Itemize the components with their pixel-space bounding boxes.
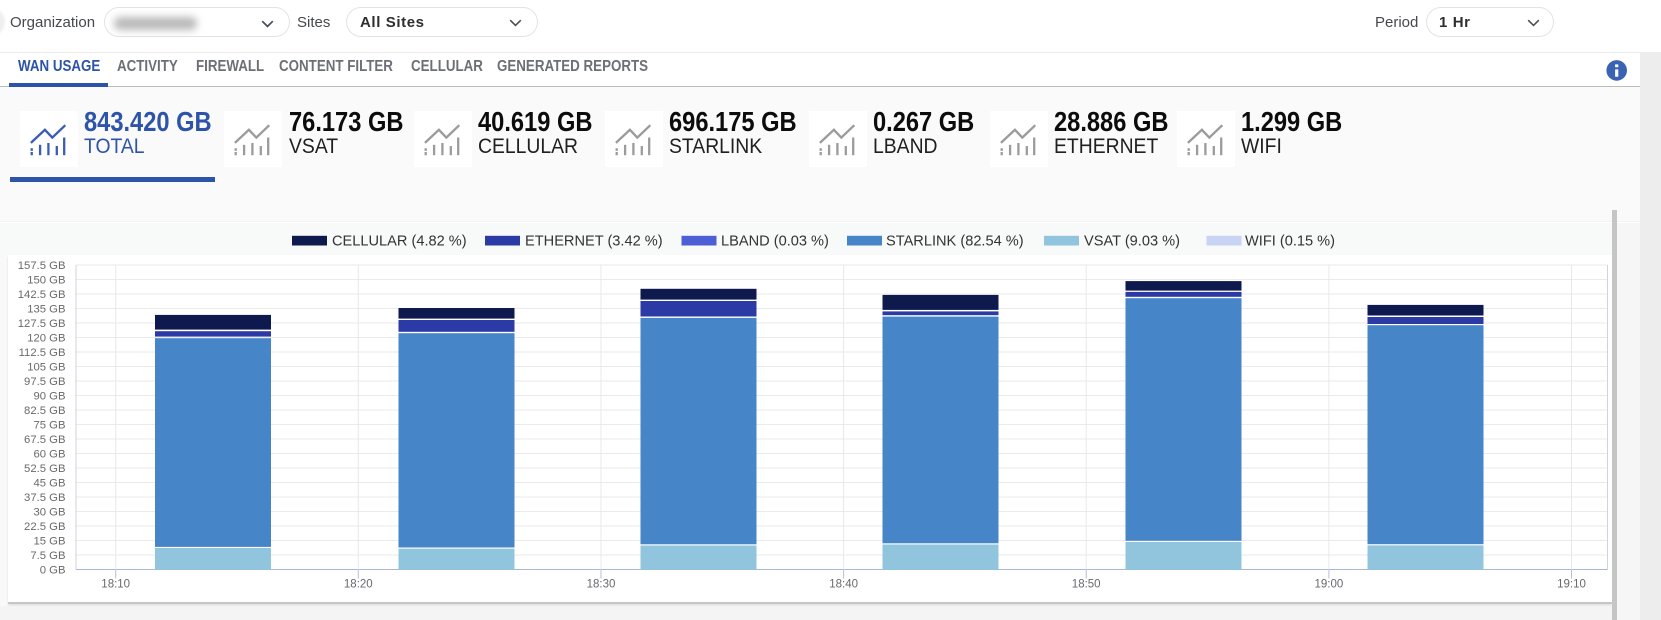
svg-text:LBAND (0.03 %): LBAND (0.03 %) bbox=[721, 234, 829, 250]
svg-text:STARLINK (82.54 %): STARLINK (82.54 %) bbox=[886, 234, 1024, 250]
svg-text:142.5 GB: 142.5 GB bbox=[18, 289, 66, 301]
svg-text:7.5 GB: 7.5 GB bbox=[30, 550, 65, 562]
svg-text:45 GB: 45 GB bbox=[33, 478, 65, 490]
svg-text:VSAT (9.03 %): VSAT (9.03 %) bbox=[1084, 234, 1180, 250]
svg-text:18:40: 18:40 bbox=[829, 579, 858, 591]
svg-text:135 GB: 135 GB bbox=[27, 304, 65, 316]
svg-text:18:10: 18:10 bbox=[101, 579, 130, 591]
svg-text:97.5 GB: 97.5 GB bbox=[24, 376, 65, 388]
svg-text:ETHERNET (3.42 %): ETHERNET (3.42 %) bbox=[525, 234, 663, 250]
svg-text:18:30: 18:30 bbox=[587, 579, 616, 591]
svg-text:75 GB: 75 GB bbox=[33, 420, 65, 432]
svg-text:19:10: 19:10 bbox=[1557, 579, 1586, 591]
svg-text:CELLULAR (4.82 %): CELLULAR (4.82 %) bbox=[332, 234, 467, 250]
svg-text:15 GB: 15 GB bbox=[33, 536, 65, 548]
svg-text:157.5 GB: 157.5 GB bbox=[18, 260, 66, 272]
svg-text:30 GB: 30 GB bbox=[33, 507, 65, 519]
svg-text:112.5 GB: 112.5 GB bbox=[19, 347, 66, 359]
svg-text:150 GB: 150 GB bbox=[27, 275, 65, 287]
svg-text:120 GB: 120 GB bbox=[27, 333, 65, 345]
svg-text:22.5 GB: 22.5 GB bbox=[24, 521, 65, 533]
svg-text:19:00: 19:00 bbox=[1315, 579, 1344, 591]
svg-text:60 GB: 60 GB bbox=[33, 449, 65, 461]
svg-text:82.5 GB: 82.5 GB bbox=[24, 405, 65, 417]
svg-text:90 GB: 90 GB bbox=[33, 391, 65, 403]
svg-text:18:20: 18:20 bbox=[344, 579, 373, 591]
svg-text:37.5 GB: 37.5 GB bbox=[24, 492, 65, 504]
svg-text:127.5 GB: 127.5 GB bbox=[18, 318, 66, 330]
svg-text:0 GB: 0 GB bbox=[40, 565, 66, 577]
svg-text:52.5 GB: 52.5 GB bbox=[24, 463, 65, 475]
svg-text:105 GB: 105 GB bbox=[27, 362, 65, 374]
svg-text:67.5 GB: 67.5 GB bbox=[24, 434, 65, 446]
svg-text:WIFI (0.15 %): WIFI (0.15 %) bbox=[1245, 234, 1335, 250]
svg-text:18:50: 18:50 bbox=[1072, 579, 1101, 591]
